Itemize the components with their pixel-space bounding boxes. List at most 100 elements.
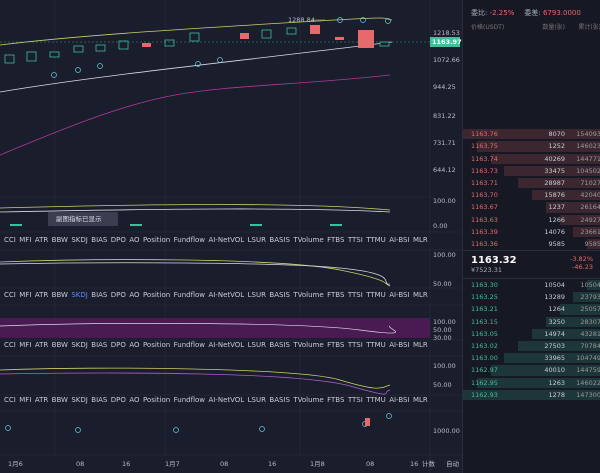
indicator-tab[interactable]: AI-NetVOL <box>208 236 245 244</box>
indicator-tab[interactable]: FTBS <box>327 291 345 299</box>
indicator-tab[interactable]: ATR <box>34 236 49 244</box>
indicator-tab[interactable]: MFI <box>19 236 32 244</box>
indicator-tab[interactable]: BASIS <box>269 396 290 404</box>
quantity: 14974 <box>544 329 565 338</box>
ratio-label: 委比: <box>471 9 488 17</box>
indicator-tab[interactable]: FTBS <box>327 396 345 404</box>
indicator-tab[interactable]: Fundflow <box>173 341 206 349</box>
indicator-tab[interactable]: CCI <box>4 236 16 244</box>
indicator-tab[interactable]: Position <box>142 341 171 349</box>
indicator-tab[interactable]: BBW <box>51 396 68 404</box>
time-label: 1月8 <box>310 460 325 468</box>
bid-row: 1163.00 33965 104749 <box>463 352 600 364</box>
indicator-tab[interactable]: TTMU <box>366 341 386 349</box>
indicator-tab[interactable]: MFI <box>19 396 32 404</box>
quantity: 8070 <box>548 130 565 139</box>
indicator-tab[interactable]: AO <box>129 291 140 299</box>
indicator-tab[interactable]: BBW <box>51 341 68 349</box>
diff: 委差: 6793.0000 <box>524 8 580 18</box>
quantity: 3250 <box>548 317 565 326</box>
indicator-tab[interactable]: DPO <box>110 396 126 404</box>
last-price: 1163.32 <box>471 255 517 267</box>
time-label: 1月6 <box>8 460 23 468</box>
indicator-tab[interactable]: Position <box>142 291 171 299</box>
indicator-tab[interactable]: Fundflow <box>173 291 206 299</box>
cumulative: 70784 <box>580 342 600 350</box>
indicator-tab[interactable]: ATR <box>34 396 49 404</box>
indicator-tab[interactable]: CCI <box>4 341 16 349</box>
indicator-tab[interactable]: BBW <box>51 291 68 299</box>
indicator-tab[interactable]: TTMU <box>366 396 386 404</box>
indicator-tab[interactable]: TVolume <box>293 396 324 404</box>
indicator-tab[interactable]: BIAS <box>91 291 108 299</box>
indicator-tab[interactable]: DPO <box>110 291 126 299</box>
indicator-tab[interactable]: AI-NetVOL <box>208 291 245 299</box>
indicator-tab[interactable]: TVolume <box>293 236 324 244</box>
indicator-tab[interactable]: BASIS <box>269 291 290 299</box>
indicator-tab[interactable]: BIAS <box>91 341 108 349</box>
indicator-tab[interactable]: Fundflow <box>173 396 206 404</box>
indicator-tabs: CCI MFI ATR BBW SKDJ BIAS DPO AO Position Fundflo… <box>4 291 428 299</box>
indicator-tab[interactable]: Position <box>142 236 171 244</box>
indicator-tab[interactable]: TTSI <box>347 341 363 349</box>
indicator-tab[interactable]: BBW <box>51 236 68 244</box>
price: 1163.71 <box>471 178 498 187</box>
ask-row: 1163.36 9585 9585 <box>463 238 600 250</box>
indicator-tab[interactable]: AI-BSI <box>389 236 410 244</box>
indicator-tab[interactable]: AI-NetVOL <box>208 341 245 349</box>
indicator-tab[interactable]: BIAS <box>91 396 108 404</box>
indicator-tab[interactable]: LSUR <box>247 236 266 244</box>
indicator-tab[interactable]: MFI <box>19 341 32 349</box>
axis-label: 100.00 <box>433 318 456 326</box>
indicator-tab[interactable]: Position <box>142 396 171 404</box>
indicator-tab[interactable]: SKDJ <box>71 236 88 244</box>
indicator-tab[interactable]: CCI <box>4 396 16 404</box>
indicator-tab[interactable]: LSUR <box>247 341 266 349</box>
indicator-tab[interactable]: ATR <box>34 341 49 349</box>
indicator-tab[interactable]: SKDJ <box>71 341 88 349</box>
indicator-tab[interactable]: AI-BSI <box>389 341 410 349</box>
indicator-tab[interactable]: BASIS <box>269 236 290 244</box>
indicator-tab[interactable]: DPO <box>110 341 126 349</box>
indicator-tab[interactable]: LSUR <box>247 396 266 404</box>
quantity: 14076 <box>544 227 565 236</box>
indicator-tab[interactable]: Fundflow <box>173 236 206 244</box>
indicator-tab[interactable]: TVolume <box>293 291 324 299</box>
indicator-tab[interactable]: FTBS <box>327 236 345 244</box>
price: 1162.95 <box>471 378 498 387</box>
indicator-tab[interactable]: MLR <box>412 291 428 299</box>
indicator-tab[interactable]: AO <box>129 236 140 244</box>
quantity: 1266 <box>548 215 565 224</box>
bid-row: 1162.93 1278 147300 <box>463 389 600 401</box>
indicator-tab[interactable]: BASIS <box>269 341 290 349</box>
indicator-tab[interactable]: CCI <box>4 291 16 299</box>
indicator-tab[interactable]: MLR <box>412 396 428 404</box>
indicator-tab[interactable]: TTSI <box>347 236 363 244</box>
indicator-tab[interactable]: BIAS <box>91 236 108 244</box>
indicator-tab[interactable]: MLR <box>412 236 428 244</box>
indicator-tab[interactable]: DPO <box>110 236 126 244</box>
indicator-tab[interactable]: ATR <box>34 291 49 299</box>
indicator-tab[interactable]: TTSI <box>347 396 363 404</box>
indicator-tab[interactable]: TTMU <box>366 291 386 299</box>
indicator-tab[interactable]: TTMU <box>366 236 386 244</box>
indicator-tab[interactable]: TTSI <box>347 291 363 299</box>
header-cum: 累计(张) <box>578 24 600 31</box>
ask-row: 1163.70 15876 42040 <box>463 189 600 201</box>
indicator-tab[interactable]: AO <box>129 341 140 349</box>
ask-row: 1163.74 40269 144771 <box>463 153 600 165</box>
indicator-tab[interactable]: AO <box>129 396 140 404</box>
indicator-tab[interactable]: TVolume <box>293 341 324 349</box>
indicator-tab[interactable]: AI-NetVOL <box>208 396 245 404</box>
indicator-tab[interactable]: MFI <box>19 291 32 299</box>
indicator-tab[interactable]: LSUR <box>247 291 266 299</box>
indicator-tab[interactable]: AI-BSI <box>389 291 410 299</box>
indicator-tab[interactable]: MLR <box>412 341 428 349</box>
indicator-tab[interactable]: FTBS <box>327 341 345 349</box>
indicator-tab[interactable]: AI-BSI <box>389 396 410 404</box>
axis-label: 1000.00 <box>433 427 460 435</box>
indicator-tab[interactable]: SKDJ <box>71 396 88 404</box>
quantity: 40010 <box>544 366 565 375</box>
price: 1163.05 <box>471 329 498 338</box>
indicator-tab[interactable]: SKDJ <box>71 291 88 299</box>
